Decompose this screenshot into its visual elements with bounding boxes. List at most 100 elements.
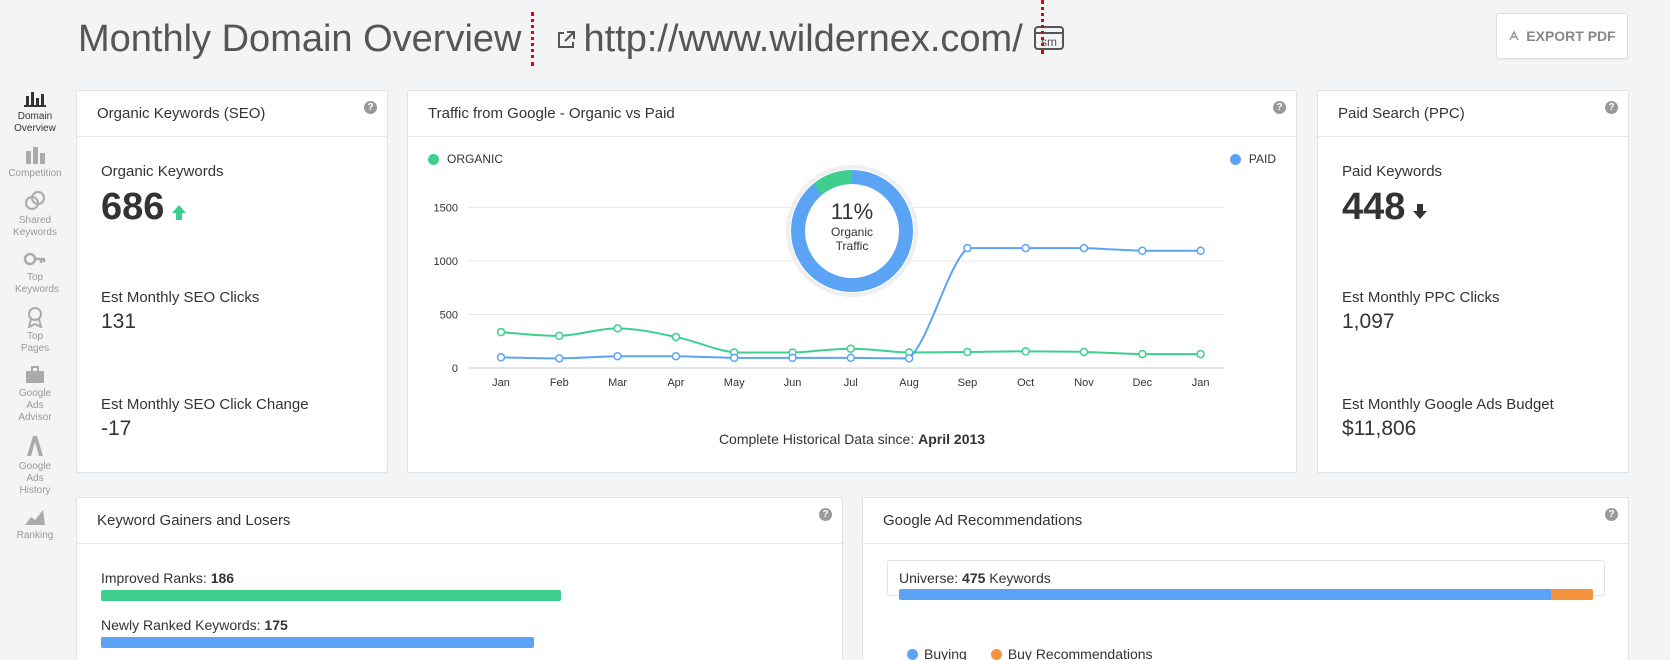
- help-icon[interactable]: ?: [364, 101, 377, 114]
- universe-bar: [899, 589, 1593, 600]
- svg-text:sm: sm: [1041, 35, 1057, 49]
- x-tick-label: Oct: [1017, 377, 1034, 389]
- ppc-budget-value: $11,806: [1342, 417, 1417, 440]
- shared-keywords-icon: [25, 191, 45, 210]
- donut-backdrop: [790, 169, 914, 293]
- data-point-paid[interactable]: [729, 353, 739, 363]
- data-point-paid[interactable]: [963, 243, 972, 253]
- page-title: Monthly Domain Overview: [78, 17, 522, 60]
- universe-bar-buy-recommendations: [1551, 589, 1593, 600]
- data-point-paid[interactable]: [671, 351, 681, 361]
- data-point-organic[interactable]: [613, 324, 622, 333]
- donut-slice-organic[interactable]: [813, 170, 853, 195]
- help-icon[interactable]: ?: [1605, 508, 1618, 521]
- y-tick-label: 500: [440, 309, 458, 321]
- ppc-card-header: Paid Search (PPC) ?: [1318, 91, 1628, 137]
- gainers-card-title: Keyword Gainers and Losers: [97, 512, 291, 529]
- bar-chart-icon: [24, 92, 46, 107]
- improved-ranks-bar: [101, 590, 561, 601]
- sidebar-item-google-ads-history[interactable]: Google Ads History: [0, 434, 70, 497]
- data-point-organic[interactable]: [1196, 349, 1205, 359]
- legend-organic[interactable]: ORGANIC: [428, 152, 503, 166]
- seo-clicks-value: 131: [101, 310, 137, 333]
- sidebar-item-competition[interactable]: Competition: [0, 145, 70, 180]
- data-point-organic[interactable]: [1138, 349, 1147, 359]
- data-point-paid[interactable]: [1079, 243, 1089, 253]
- history-icon: [27, 436, 43, 456]
- help-icon[interactable]: ?: [819, 508, 832, 521]
- y-tick-label: 0: [452, 363, 458, 375]
- seo-change-value: -17: [101, 417, 132, 440]
- ads-legend: Buying Buy Recommendations: [907, 646, 1153, 660]
- x-tick-label: Nov: [1074, 377, 1094, 389]
- data-point-paid[interactable]: [496, 353, 506, 362]
- data-point-paid[interactable]: [1138, 246, 1147, 256]
- sidebar-item-shared-keywords[interactable]: Shared Keywords: [0, 190, 70, 239]
- ppc-card: Paid Search (PPC) ? Paid Keywords 448 Es…: [1317, 90, 1629, 473]
- y-tick-label: 1500: [434, 202, 458, 214]
- ranking-icon: [25, 510, 45, 525]
- data-point-paid[interactable]: [555, 354, 564, 363]
- sm-badge-icon[interactable]: sm: [1033, 0, 1065, 61]
- sidebar-item-domain-overview[interactable]: Domain Overview: [0, 88, 70, 135]
- data-point-paid[interactable]: [1021, 243, 1030, 253]
- gainers-card-header: Keyword Gainers and Losers ?: [77, 498, 842, 544]
- data-point-paid[interactable]: [904, 354, 914, 363]
- data-point-organic[interactable]: [671, 332, 681, 342]
- legend-buying-dot: [907, 648, 918, 660]
- domain-url[interactable]: http://www.wildernex.com/: [583, 17, 1023, 60]
- traffic-card-title: Traffic from Google - Organic vs Paid: [428, 105, 675, 122]
- data-point-organic[interactable]: [846, 344, 856, 353]
- external-link-icon[interactable]: [555, 18, 577, 61]
- ads-card-header: Google Ad Recommendations ?: [863, 498, 1628, 544]
- data-point-paid[interactable]: [613, 351, 622, 361]
- universe-value: 475: [962, 570, 986, 586]
- ads-card-title: Google Ad Recommendations: [883, 512, 1083, 529]
- data-point-organic[interactable]: [1021, 347, 1030, 356]
- seo-clicks-label: Est Monthly SEO Clicks: [101, 289, 260, 306]
- key-icon: [23, 252, 46, 266]
- x-tick-label: Aug: [899, 377, 919, 389]
- data-point-organic[interactable]: [963, 347, 972, 357]
- x-tick-label: Mar: [608, 377, 627, 389]
- improved-ranks-label: Improved Ranks: 186: [101, 570, 235, 586]
- legend-buy-recommendations[interactable]: Buy Recommendations: [990, 646, 1153, 660]
- donut-percent: 11%: [830, 199, 874, 224]
- paid-keywords-label: Paid Keywords: [1342, 163, 1443, 180]
- export-pdf-button[interactable]: EXPORT PDF: [1496, 13, 1628, 59]
- help-icon[interactable]: ?: [1605, 101, 1618, 114]
- x-tick-label: Jan: [1192, 377, 1210, 389]
- data-point-paid[interactable]: [1196, 246, 1205, 256]
- data-point-organic[interactable]: [1079, 347, 1089, 357]
- help-icon[interactable]: ?: [1273, 101, 1286, 114]
- donut-center: 11% Organic Traffic: [784, 199, 920, 253]
- sidebar-item-top-keywords[interactable]: Top Keywords: [0, 249, 70, 296]
- seo-card-title: Organic Keywords (SEO): [97, 105, 266, 122]
- data-point-organic[interactable]: [496, 327, 506, 337]
- x-tick-label: Dec: [1133, 377, 1153, 389]
- newly-ranked-bar: [101, 637, 534, 648]
- donut-label-2: Traffic: [835, 239, 869, 253]
- legend-buying[interactable]: Buying: [907, 646, 967, 660]
- sidebar-item-top-pages[interactable]: Top Pages: [0, 306, 70, 355]
- data-point-paid[interactable]: [846, 353, 856, 363]
- historical-data-prefix: Complete Historical Data since:: [718, 431, 915, 447]
- sidebar-item-ranking[interactable]: Ranking: [0, 507, 70, 542]
- ppc-clicks-value: 1,097: [1342, 310, 1395, 333]
- gainers-card: Keyword Gainers and Losers ? Improved Ra…: [76, 497, 843, 660]
- y-tick-label: 1000: [434, 256, 458, 268]
- ppc-card-title: Paid Search (PPC): [1338, 105, 1465, 122]
- newly-ranked-value: 175: [264, 617, 288, 633]
- legend-paid[interactable]: PAID: [1229, 152, 1276, 166]
- legend-organic-dot: [428, 153, 439, 165]
- ppc-budget-label: Est Monthly Google Ads Budget: [1342, 396, 1554, 413]
- paid-keywords-value: 448: [1342, 186, 1406, 228]
- x-tick-label: Jul: [844, 377, 858, 389]
- briefcase-icon: [26, 366, 44, 383]
- legend-organic-label: ORGANIC: [447, 152, 504, 166]
- sidebar-item-google-ads-advisor[interactable]: Google Ads Advisor: [0, 365, 70, 424]
- data-point-paid[interactable]: [788, 353, 797, 363]
- data-point-organic[interactable]: [555, 331, 564, 341]
- arrow-up-icon: [172, 204, 187, 220]
- legend-buy-rec-dot: [990, 648, 1002, 660]
